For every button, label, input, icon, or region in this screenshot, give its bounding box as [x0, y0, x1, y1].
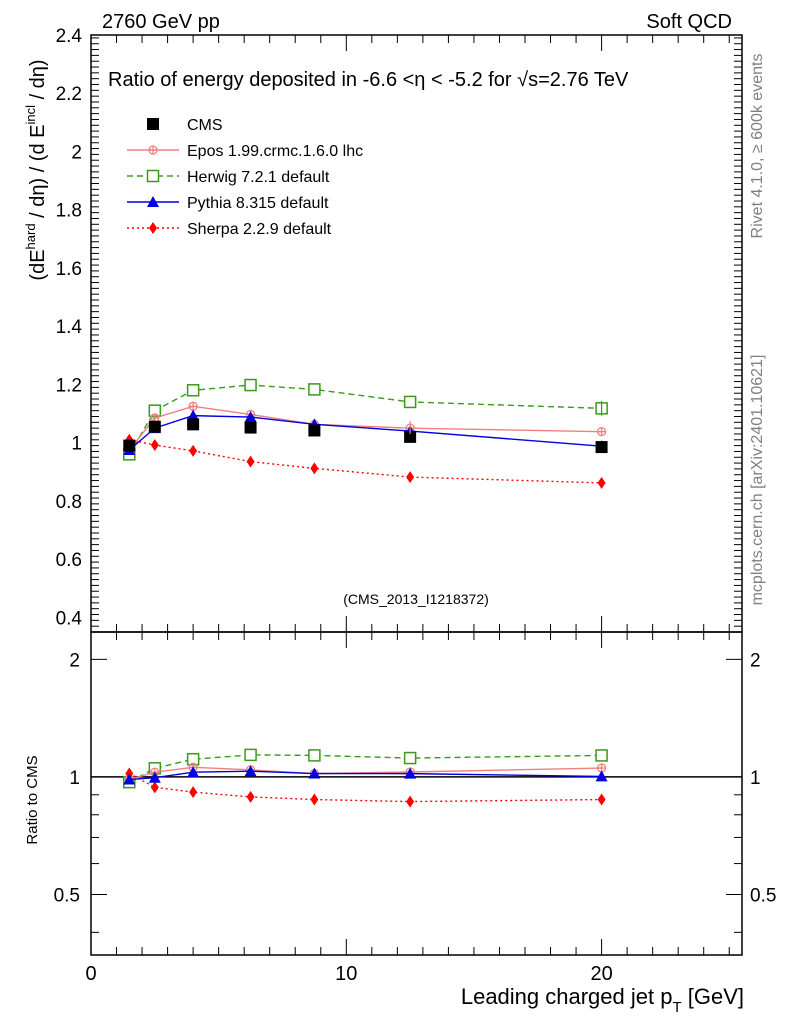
ratio-tick-label-right: 1 [750, 768, 761, 789]
ratio-tick-label-right: 0.5 [750, 886, 776, 907]
pythia-point [244, 411, 257, 423]
herwig-ratio-point [403, 751, 417, 765]
ratio-tick-label-right: 2 [750, 650, 761, 671]
ratio-plot-frame [90, 631, 743, 956]
herwig-ratio-point [244, 748, 257, 762]
sherpa-point [246, 455, 255, 468]
legend: CMS Epos 1.99.crmc.1.6.0 lhc Herwig 7.2.1 … [127, 117, 363, 238]
legend-sherpa-label: Sherpa 2.2.9 default [187, 221, 332, 238]
y-axis-label: (dEhard / dη) / (d Eincl / dη) [23, 59, 49, 280]
x-axis-label: Leading charged jet pT [GeV] [461, 984, 744, 1016]
sherpa-point [310, 462, 319, 475]
herwig-point [244, 378, 257, 392]
x-tick-label: 0 [85, 963, 96, 985]
header-right-label: Soft QCD [646, 11, 732, 33]
legend-cms-marker [147, 118, 159, 130]
y-tick-label: 0.8 [56, 492, 82, 513]
cms-point [123, 439, 136, 452]
pythia-ratio-point [148, 771, 161, 783]
y-tick-label: 1.2 [56, 375, 82, 396]
epos-point [188, 401, 198, 411]
y-tick-label: 2 [71, 142, 82, 163]
chart-title: Ratio of energy deposited in -6.6 <η < -… [108, 69, 629, 91]
sherpa-ratio-point [189, 786, 198, 799]
ratio-tick-label: 0.5 [54, 886, 80, 907]
herwig-point [403, 395, 417, 409]
mcplots-side-label: mcplots.cern.ch [arXiv:2401.10621] [749, 355, 766, 606]
y-tick-label: 0.4 [56, 608, 83, 629]
y-tick-label: 1.4 [56, 317, 83, 338]
sherpa-point [406, 471, 415, 484]
epos-point [596, 426, 607, 437]
y-tick-label: 2.4 [56, 26, 83, 47]
pythia-ratio-point [123, 773, 136, 785]
ratio-tick-label: 2 [69, 650, 80, 671]
header-left-label: 2760 GeV pp [102, 11, 220, 33]
legend-epos-marker [148, 145, 158, 155]
sherpa-point [150, 439, 159, 452]
sherpa-ratio-line [128, 772, 602, 803]
y-tick-label: 0.6 [56, 550, 82, 571]
analysis-watermark: (CMS_2013_I1218372) [343, 591, 489, 607]
sherpa-point [189, 444, 198, 457]
herwig-ratio-point [595, 749, 608, 762]
pythia-ratio-point [404, 767, 417, 779]
pythia-ratio-point [244, 765, 257, 777]
herwig-ratio-point [308, 749, 321, 762]
legend-pythia-label: Pythia 8.315 default [187, 195, 329, 212]
pythia-point [187, 409, 200, 421]
sherpa-line [129, 439, 602, 484]
cms-point [308, 424, 321, 437]
sherpa-ratio-point [246, 790, 255, 803]
legend-sherpa-marker [149, 222, 157, 234]
cms-point [148, 420, 161, 433]
ratio-y-axis-label: Ratio to CMS [24, 755, 41, 844]
legend-herwig-label: Herwig 7.2.1 default [187, 169, 330, 186]
chart-title-prefix: Ratio of energy deposited in -6.6 <η < -… [108, 69, 517, 91]
pythia-ratio-point [595, 770, 608, 782]
cms-point [404, 430, 417, 443]
sherpa-point [597, 476, 606, 489]
pythia-line [128, 414, 602, 451]
rivet-side-label: Rivet 4.1.0, ≥ 600k events [749, 54, 766, 239]
herwig-line [128, 384, 602, 455]
sherpa-ratio-point [310, 793, 319, 806]
herwig-point [186, 384, 200, 397]
ratio-tick-label: 1 [69, 768, 80, 789]
y-tick-label: 1.6 [56, 259, 82, 280]
legend-pythia-marker [147, 196, 159, 207]
sherpa-ratio-point [597, 793, 606, 806]
legend-epos-label: Epos 1.99.crmc.1.6.0 lhc [187, 143, 363, 160]
legend-cms-label: CMS [187, 117, 223, 134]
herwig-ratio-line [128, 754, 602, 783]
y-tick-label: 1.8 [56, 201, 82, 222]
y-tick-label: 1 [71, 434, 82, 455]
cms-point [595, 441, 608, 454]
x-tick-label: 10 [335, 963, 357, 985]
herwig-point [308, 383, 321, 396]
sherpa-ratio-point [406, 795, 415, 808]
pythia-ratio-point [187, 766, 200, 778]
pythia-ratio-point [308, 767, 321, 779]
x-tick-label: 20 [590, 963, 612, 985]
legend-herwig-marker [146, 169, 160, 183]
y-tick-label: 2.2 [56, 84, 82, 105]
sherpa-ratio-point [150, 781, 159, 794]
cms-point [244, 421, 257, 434]
chart-title-sqrt: √s [517, 69, 538, 91]
cms-point [187, 418, 200, 431]
chart-title-suffix: =2.76 TeV [538, 69, 629, 91]
